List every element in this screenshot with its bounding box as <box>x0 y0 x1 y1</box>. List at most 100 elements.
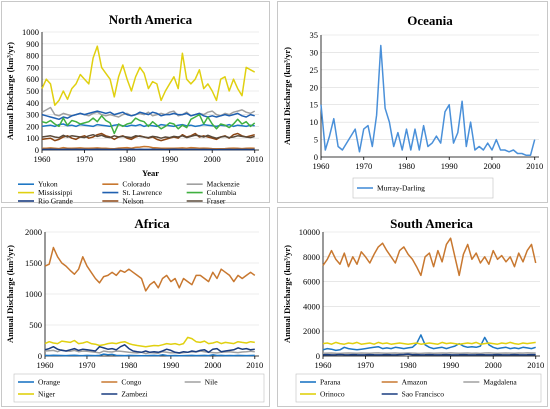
legend-label-magdalena: Magdalena <box>483 378 517 387</box>
africa-chart: Africa 0 500 1000 1500 2000 1960 1970 1980 1990 20… <box>5 216 265 403</box>
north-america-y-tick-label: 100 <box>26 133 39 143</box>
oceania-x-tick-label: 1980 <box>398 161 415 171</box>
africa-y-tick-label: 0 <box>38 351 42 361</box>
africa-y-tick-label: 2000 <box>25 227 42 237</box>
legend-label-orinoco: Orinoco <box>320 390 345 399</box>
legend-label-mississippi: Mississippi <box>38 188 72 197</box>
series-line-amazon <box>322 237 537 277</box>
series-line-congo <box>44 246 256 292</box>
series-line-mississippi <box>41 45 256 106</box>
legend-label-rio-grande: Rio Grande <box>38 197 73 205</box>
oceania-title: Oceania <box>407 13 453 28</box>
series-line-parana <box>322 334 536 352</box>
legend-label-fraser: Fraser <box>207 197 226 205</box>
south-america-x-tick-label: 1960 <box>315 360 332 370</box>
series-line-niger <box>44 336 255 348</box>
series-line-st-lawrence <box>41 110 255 121</box>
south-america-x-tick-label: 1980 <box>400 360 417 370</box>
series-line-sao-francisco <box>322 353 536 356</box>
north-america-chart: North America010020030040050060070080090… <box>5 12 263 205</box>
south-america-panel: South America 0 2000 4000 6000 8000 10000 1960 1… <box>277 207 548 407</box>
north-america-y-tick-label: 900 <box>26 39 39 49</box>
oceania-x-tick-label: 1970 <box>355 161 372 171</box>
oceania-y-tick-label: 15 <box>310 100 319 110</box>
legend-label-nile: Nile <box>205 378 219 387</box>
south-america-x-tick-label: 2010 <box>527 360 544 370</box>
series-line-magdalena <box>322 352 536 355</box>
south-america-y-tick-label: 8000 <box>303 252 320 262</box>
north-america-x-tick-label: 1970 <box>76 154 93 164</box>
oceania-x-tick-label: 1990 <box>441 161 458 171</box>
legend-label-sao-francisco: Sao Francisco <box>402 390 445 399</box>
legend-label-amazon: Amazon <box>402 378 428 387</box>
south-america-y-tick-label: 0 <box>316 351 320 361</box>
africa-x-tick-label: 2010 <box>246 360 263 370</box>
north-america-y-tick-label: 400 <box>26 98 39 108</box>
legend-label-mackenzie: Mackenzie <box>207 180 241 189</box>
north-america-x-tick-label: 1990 <box>161 154 178 164</box>
africa-legend-box <box>13 373 265 403</box>
africa-x-tick-label: 1970 <box>78 360 95 370</box>
north-america-x-tick-label: 1960 <box>34 154 51 164</box>
legend-label-niger: Niger <box>38 390 56 399</box>
oceania-y-tick-label: 0 <box>314 152 318 162</box>
north-america-y-tick-label: 700 <box>26 62 39 72</box>
north-america-title: North America <box>109 12 193 27</box>
africa-x-tick-label: 1960 <box>37 360 54 370</box>
oceania-y-tick-label: 10 <box>310 117 319 127</box>
africa-title: Africa <box>134 216 170 231</box>
africa-y-tick-label: 1500 <box>25 258 42 268</box>
south-america-x-tick-label: 2000 <box>485 360 502 370</box>
north-america-y-tick-label: 1000 <box>22 27 39 37</box>
oceania-x-tick-label: 2010 <box>526 161 543 171</box>
north-america-y-tick-label: 600 <box>26 74 39 84</box>
oceania-x-tick-label: 2000 <box>483 161 500 171</box>
africa-y-tick-label: 500 <box>29 320 42 330</box>
oceania-y-axis-label: Annual Discharge (km³/yr) <box>282 47 292 145</box>
north-america-y-axis-label: Annual Discharge (km³/yr) <box>5 42 15 140</box>
south-america-y-axis-label: Annual Discharge (km³/yr) <box>282 245 292 343</box>
series-line-colorado <box>42 145 255 150</box>
oceania-y-tick-label: 25 <box>310 65 319 75</box>
africa-x-tick-label: 1990 <box>162 360 179 370</box>
north-america-y-tick-label: 500 <box>26 86 39 96</box>
legend-label-orange: Orange <box>38 378 61 387</box>
north-america-x-tick-label: 1980 <box>119 154 136 164</box>
series-line-orange <box>44 353 255 357</box>
africa-x-tick-label: 2000 <box>204 360 221 370</box>
series-line-murray-darling <box>320 44 536 157</box>
north-america-y-tick-label: 200 <box>26 121 39 131</box>
oceania-y-tick-label: 20 <box>310 82 319 92</box>
legend-label-columbia: Columbia <box>207 188 237 197</box>
north-america-x-tick-label: 2000 <box>204 154 221 164</box>
series-line-columbia <box>41 113 256 135</box>
legend-label-st-lawrence: St. Lawrence <box>122 188 162 197</box>
legend-label-yukon: Yukon <box>38 180 58 189</box>
legend-label-congo: Congo <box>121 378 141 387</box>
south-america-chart: South America 0 2000 4000 6000 8000 10000 1960 1… <box>282 216 544 403</box>
south-america-y-tick-label: 4000 <box>303 301 320 311</box>
africa-y-tick-label: 1000 <box>25 289 42 299</box>
series-line-zambezi <box>44 344 255 354</box>
legend-label-murray-darling: Murray-Darling <box>377 184 425 193</box>
south-america-legend-box <box>295 373 542 403</box>
north-america-x-axis-label: Year <box>142 168 159 178</box>
series-line-fraser <box>41 133 255 139</box>
legend-label-nelson: Nelson <box>122 197 143 205</box>
legend-label-zambezi: Zambezi <box>121 390 147 399</box>
oceania-legend-box <box>352 177 494 199</box>
north-america-panel: North America 0 100 200 300 400 500 600 700 800 90… <box>1 1 270 205</box>
oceania-y-tick-label: 30 <box>310 47 319 57</box>
north-america-y-tick-label: 300 <box>26 110 39 120</box>
africa-y-axis-label: Annual Discharge (km³/yr) <box>5 245 15 343</box>
south-america-x-tick-label: 1970 <box>357 360 374 370</box>
series-line-orinoco <box>322 341 536 345</box>
south-america-y-tick-label: 10000 <box>299 227 320 237</box>
oceania-x-tick-label: 1960 <box>313 161 330 171</box>
oceania-panel: Oceania 0 5 10 15 20 25 30 35 1960 1970 1980 1990 200… <box>277 1 548 203</box>
south-america-x-tick-label: 1990 <box>442 360 459 370</box>
north-america-x-tick-label: 2010 <box>246 154 263 164</box>
south-america-y-tick-label: 6000 <box>303 277 320 287</box>
africa-panel: Africa 0 500 1000 1500 2000 1960 1970 1980 1990 20… <box>1 207 270 407</box>
north-america-y-tick-label: 800 <box>26 51 39 61</box>
